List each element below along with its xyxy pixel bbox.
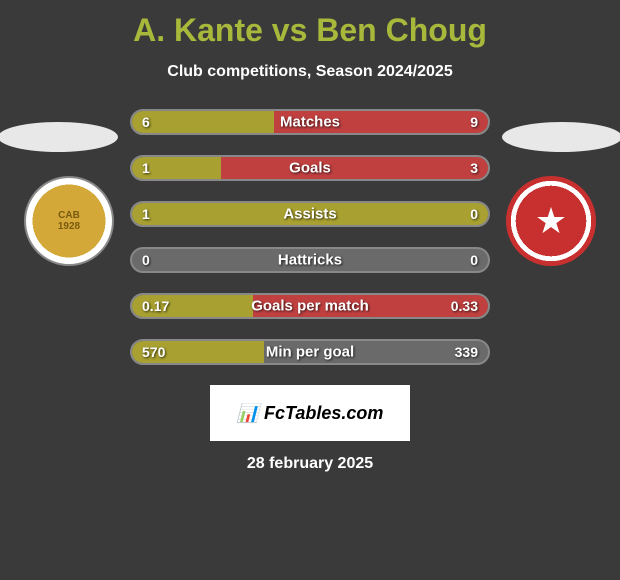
season-subtitle: Club competitions, Season 2024/2025 (0, 63, 620, 81)
star-icon: ★ (535, 200, 567, 242)
team-badge-left-text: CAB1928 (58, 210, 80, 232)
stat-value-right: 339 (455, 344, 478, 360)
stat-label: Matches (132, 114, 488, 131)
stats-bars: 6 Matches 9 1 Goals 3 1 Assists 0 0 Hatt… (130, 109, 490, 365)
stat-label: Hattricks (132, 252, 488, 269)
team-badge-right: ★ (506, 176, 596, 266)
right-shadow-oval (502, 122, 620, 152)
stat-value-right: 0 (470, 206, 478, 222)
stat-value-right: 0.33 (451, 298, 478, 314)
stat-row-goals: 1 Goals 3 (130, 155, 490, 181)
team-badge-left: CAB1928 (24, 176, 114, 266)
stat-value-right: 3 (470, 160, 478, 176)
stat-row-goals-per-match: 0.17 Goals per match 0.33 (130, 293, 490, 319)
stat-row-matches: 6 Matches 9 (130, 109, 490, 135)
left-shadow-oval (0, 122, 118, 152)
stat-row-hattricks: 0 Hattricks 0 (130, 247, 490, 273)
stat-value-right: 9 (470, 114, 478, 130)
comparison-date: 28 february 2025 (0, 455, 620, 473)
fctables-logo: FcTables.com (210, 385, 410, 441)
stat-value-right: 0 (470, 252, 478, 268)
stat-label: Min per goal (132, 344, 488, 361)
logo-text: FcTables.com (237, 403, 384, 424)
comparison-title: A. Kante vs Ben Choug (0, 0, 620, 49)
stat-label: Assists (132, 206, 488, 223)
stat-label: Goals (132, 160, 488, 177)
stat-label: Goals per match (132, 298, 488, 315)
stat-row-assists: 1 Assists 0 (130, 201, 490, 227)
stat-row-min-per-goal: 570 Min per goal 339 (130, 339, 490, 365)
